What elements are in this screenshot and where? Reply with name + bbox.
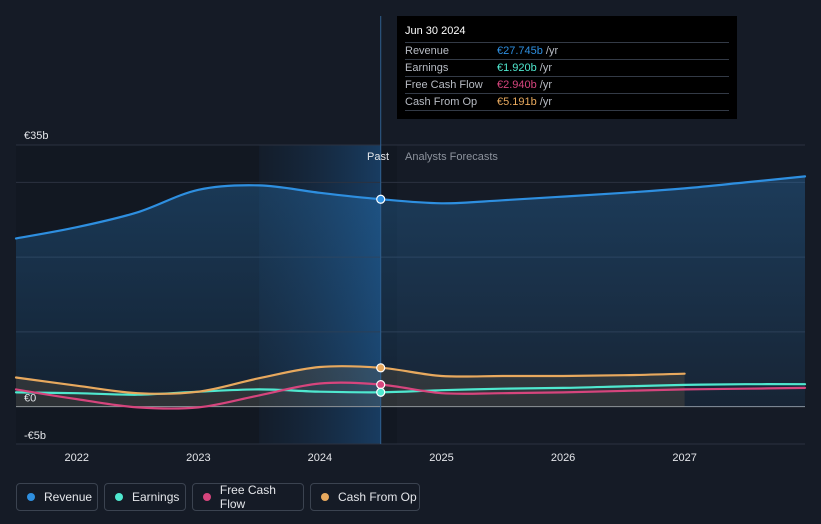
- fcf-line: [14, 381, 807, 410]
- cfo-marker: [376, 363, 386, 373]
- legend-label: Free Cash Flow: [219, 483, 276, 511]
- revenue-dot-icon: [27, 493, 35, 501]
- tooltip-value: €2.940b: [497, 79, 537, 91]
- free-cash-flow-dot-icon: [203, 493, 211, 501]
- x-tick-label: 2022: [65, 452, 89, 464]
- x-tick-label: 2024: [308, 452, 332, 464]
- tooltip-unit: /yr: [545, 45, 559, 57]
- y-tick-label: €0: [24, 393, 36, 405]
- cash-from-op-dot-icon: [321, 493, 329, 501]
- tooltip-unit: /yr: [539, 96, 552, 108]
- legend-earnings[interactable]: Earnings: [104, 483, 186, 511]
- x-tick-label: 2023: [186, 452, 210, 464]
- series-lines: [14, 175, 807, 410]
- x-tick-label: 2026: [551, 452, 575, 464]
- legend-revenue[interactable]: Revenue: [16, 483, 98, 511]
- tooltip-value: €1.920b: [497, 62, 537, 74]
- series-markers: [376, 194, 386, 397]
- revenue-line: [14, 175, 807, 240]
- tooltip-value: €27.745b: [497, 45, 543, 57]
- y-tick-label: €35b: [24, 130, 48, 142]
- tooltip-row-free-cash-flow: Free Cash Flow €2.940b /yr: [405, 76, 729, 93]
- tooltip-label: Cash From Op: [405, 96, 478, 108]
- tooltip-row-cash-from-op: Cash From Op €5.191b /yr: [405, 93, 729, 111]
- cfo-line: [14, 365, 686, 395]
- tooltip-unit: /yr: [539, 62, 552, 74]
- earnings-marker: [376, 387, 386, 397]
- past-label: Past: [367, 151, 389, 163]
- tooltip: Jun 30 2024 Revenue €27.745b /yr Earning…: [397, 16, 737, 119]
- legend-label: Cash From Op: [338, 490, 417, 504]
- tooltip-date: Jun 30 2024: [405, 25, 466, 37]
- x-tick-label: 2027: [672, 452, 696, 464]
- legend-label: Earnings: [132, 490, 180, 504]
- tooltip-label: Earnings: [405, 62, 449, 74]
- y-axis: €35b €0 -€5b: [24, 130, 48, 442]
- revenue-marker: [376, 194, 386, 204]
- revenue-area: [16, 176, 805, 407]
- legend-free-cash-flow[interactable]: Free Cash Flow: [192, 483, 304, 511]
- earnings-line: [14, 383, 807, 396]
- tooltip-row-earnings: Earnings €1.920b /yr: [405, 59, 729, 76]
- earnings-dot-icon: [115, 493, 123, 501]
- tooltip-row-revenue: Revenue €27.745b /yr: [405, 42, 729, 59]
- tooltip-value: €5.191b: [497, 96, 537, 108]
- forecast-label: Analysts Forecasts: [405, 151, 498, 163]
- x-axis: 2022 2023 2024 2025 2026 2027: [65, 452, 697, 464]
- fcf-marker: [376, 380, 386, 390]
- x-tick-label: 2025: [429, 452, 453, 464]
- legend-label: Revenue: [44, 490, 93, 504]
- legend-cash-from-op[interactable]: Cash From Op: [310, 483, 420, 511]
- y-tick-label: -€5b: [24, 430, 46, 442]
- tooltip-unit: /yr: [539, 79, 552, 91]
- tooltip-label: Revenue: [405, 45, 450, 57]
- tooltip-label: Free Cash Flow: [405, 79, 483, 91]
